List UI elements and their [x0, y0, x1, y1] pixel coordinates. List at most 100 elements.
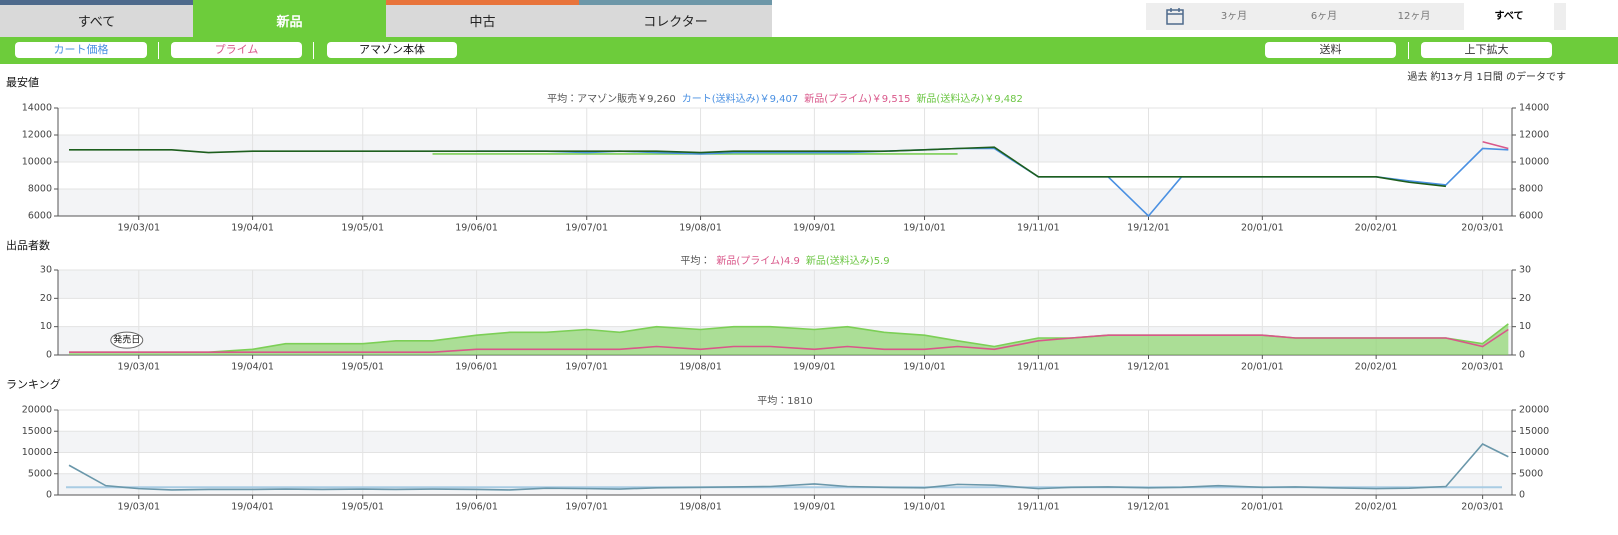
- x-tick-label: 19/12/01: [1127, 223, 1170, 234]
- x-tick-label: 20/01/01: [1241, 362, 1284, 373]
- x-tick-label: 19/07/01: [565, 223, 608, 234]
- annotation-label: 発売日: [113, 334, 140, 346]
- y-tick-label: 8000: [28, 184, 52, 195]
- series-line: [69, 328, 1509, 353]
- y-tick-label: 0: [46, 350, 52, 361]
- tab[interactable]: すべて: [0, 0, 193, 37]
- x-tick-label: 19/06/01: [455, 223, 498, 234]
- chart-title: 最安値: [6, 76, 39, 89]
- tab[interactable]: コレクター: [579, 0, 772, 37]
- y2-tick-label: 0: [1519, 490, 1525, 501]
- y2-tick-label: 20: [1519, 293, 1531, 304]
- x-tick-label: 19/05/01: [341, 362, 384, 373]
- x-tick-label: 19/06/01: [455, 502, 498, 513]
- annotation-bubble: [110, 331, 144, 349]
- x-tick-label: 19/11/01: [1017, 502, 1060, 513]
- legend-item: 新品(送料込み)5.9: [806, 254, 890, 267]
- x-tick-label: 19/05/01: [341, 502, 384, 513]
- x-tick-label: 19/12/01: [1127, 502, 1170, 513]
- separator: [1408, 42, 1409, 59]
- x-tick-label: 19/11/01: [1017, 223, 1060, 234]
- y2-tick-label: 0: [1519, 350, 1525, 361]
- x-tick-label: 19/04/01: [231, 223, 274, 234]
- x-tick-label: 19/11/01: [1017, 362, 1060, 373]
- range-option[interactable]: 6ヶ月: [1310, 11, 1338, 22]
- y2-tick-label: 6000: [1519, 211, 1543, 222]
- range-option-active[interactable]: すべて: [1464, 3, 1554, 30]
- x-tick-label: 19/03/01: [117, 502, 160, 513]
- y-tick-label: 10: [40, 321, 52, 332]
- tab[interactable]: 中古: [386, 0, 579, 37]
- chart-title: 出品者数: [6, 239, 50, 252]
- toggle-button[interactable]: カート価格: [15, 42, 147, 58]
- x-tick-label: 20/02/01: [1355, 223, 1398, 234]
- x-tick-label: 19/10/01: [903, 362, 946, 373]
- y2-tick-label: 20000: [1519, 405, 1549, 416]
- y2-tick-label: 12000: [1519, 130, 1549, 141]
- separator: [313, 42, 314, 59]
- toggle-button[interactable]: プライム: [171, 42, 302, 58]
- option-button[interactable]: 送料: [1265, 42, 1396, 58]
- calendar-icon[interactable]: [1166, 7, 1184, 25]
- y-tick-label: 12000: [22, 130, 52, 141]
- series-area: [69, 323, 1509, 355]
- x-tick-label: 19/04/01: [231, 502, 274, 513]
- legend-item: 新品(プライム)￥9,515: [804, 93, 910, 105]
- y2-tick-label: 15000: [1519, 426, 1549, 437]
- x-tick-label: 19/10/01: [903, 223, 946, 234]
- y-tick-label: 10000: [22, 447, 52, 458]
- legend-item: 平均：1810: [757, 394, 812, 407]
- y2-tick-label: 10: [1519, 321, 1531, 332]
- legend-item: カート(送料込み)￥9,407: [682, 92, 798, 105]
- x-tick-label: 19/08/01: [679, 502, 722, 513]
- tab-active[interactable]: 新品: [193, 0, 386, 37]
- range-selector: 3ヶ月 6ヶ月 12ヶ月 すべて: [1146, 3, 1566, 30]
- y2-tick-label: 10000: [1519, 447, 1549, 458]
- range-option[interactable]: 12ヶ月: [1397, 11, 1431, 22]
- chart-title: ランキング: [6, 377, 61, 391]
- grid-band: [58, 270, 1512, 299]
- legend: 平均： 新品(プライム)4.9 新品(送料込み)5.9: [680, 254, 889, 267]
- toolbar: カート価格 プライム アマゾン本体 送料 上下拡大: [0, 37, 1618, 64]
- x-tick-label: 19/09/01: [793, 502, 836, 513]
- x-tick-label: 20/03/01: [1461, 223, 1504, 234]
- x-tick-label: 19/03/01: [117, 223, 160, 234]
- x-tick-label: 20/03/01: [1461, 362, 1504, 373]
- series-line: [68, 443, 1509, 491]
- y-tick-label: 20000: [22, 405, 52, 416]
- x-tick-label: 19/09/01: [793, 362, 836, 373]
- y-tick-label: 10000: [22, 157, 52, 168]
- y-tick-label: 6000: [28, 211, 52, 222]
- legend: 平均：1810: [757, 394, 812, 407]
- y-tick-label: 30: [40, 265, 52, 276]
- x-tick-label: 19/04/01: [231, 362, 274, 373]
- legend-item: 新品(送料込み)￥9,482: [916, 92, 1022, 105]
- grid-band: [58, 431, 1512, 453]
- range-option[interactable]: 3ヶ月: [1220, 11, 1248, 22]
- x-tick-label: 19/08/01: [679, 362, 722, 373]
- x-tick-label: 20/01/01: [1241, 223, 1284, 234]
- y2-tick-label: 5000: [1519, 468, 1543, 479]
- toggle-button[interactable]: アマゾン本体: [327, 42, 457, 58]
- y2-tick-label: 14000: [1519, 103, 1549, 114]
- y-tick-label: 15000: [22, 426, 52, 437]
- y-tick-label: 20: [40, 293, 52, 304]
- separator: [158, 42, 159, 59]
- x-tick-label: 19/08/01: [679, 223, 722, 234]
- x-tick-label: 19/07/01: [565, 502, 608, 513]
- legend-item: 平均：アマゾン販売￥9,260: [547, 92, 676, 105]
- grid-band: [58, 189, 1512, 216]
- series-line: [1482, 140, 1509, 150]
- data-note: 過去 約13ヶ月 1日間 のデータです: [1407, 70, 1566, 83]
- option-button[interactable]: 上下拡大: [1421, 42, 1552, 58]
- x-tick-label: 19/05/01: [341, 223, 384, 234]
- x-tick-label: 20/02/01: [1355, 502, 1398, 513]
- legend: 平均：アマゾン販売￥9,260 カート(送料込み)￥9,407 新品(プライム)￥9…: [547, 92, 1023, 105]
- y-tick-label: 0: [46, 490, 52, 501]
- y-tick-label: 14000: [22, 103, 52, 114]
- legend-item: 新品(プライム)4.9: [716, 255, 800, 267]
- y-tick-label: 5000: [28, 468, 52, 479]
- grid-band: [58, 135, 1512, 162]
